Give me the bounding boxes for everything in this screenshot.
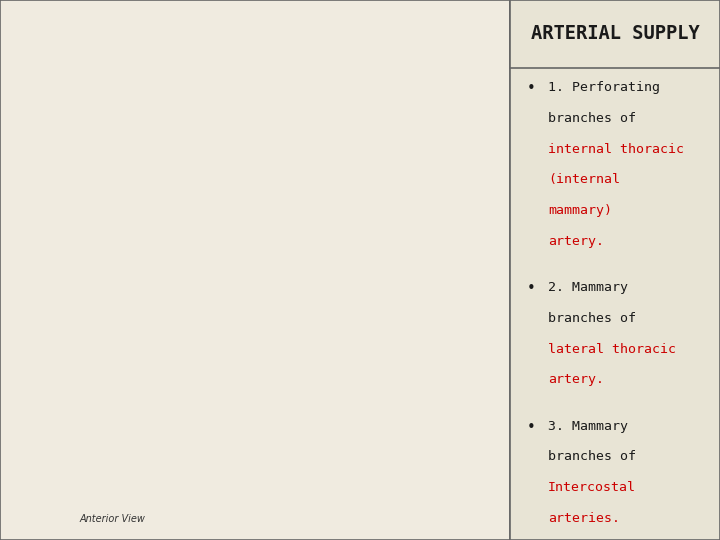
- Text: artery.: artery.: [548, 235, 604, 248]
- Text: lateral thoracic: lateral thoracic: [548, 343, 676, 356]
- Text: •: •: [526, 420, 536, 435]
- Text: Anterior View: Anterior View: [79, 514, 145, 524]
- Text: 1. Perforating: 1. Perforating: [548, 81, 660, 94]
- Text: ARTERIAL SUPPLY: ARTERIAL SUPPLY: [531, 24, 699, 43]
- Text: Intercostal: Intercostal: [548, 481, 636, 494]
- Text: •: •: [526, 281, 536, 296]
- Text: mammary): mammary): [548, 204, 612, 217]
- Bar: [510, 0, 720, 68]
- Text: branches of: branches of: [548, 450, 636, 463]
- Text: 3. Mammary: 3. Mammary: [548, 420, 628, 433]
- Text: branches of: branches of: [548, 112, 636, 125]
- Text: internal thoracic: internal thoracic: [548, 143, 684, 156]
- Text: arteries.: arteries.: [548, 512, 620, 525]
- Text: •: •: [526, 81, 536, 96]
- Text: 2. Mammary: 2. Mammary: [548, 281, 628, 294]
- Text: artery.: artery.: [548, 374, 604, 387]
- Text: (internal: (internal: [548, 173, 620, 186]
- Text: branches of: branches of: [548, 312, 636, 325]
